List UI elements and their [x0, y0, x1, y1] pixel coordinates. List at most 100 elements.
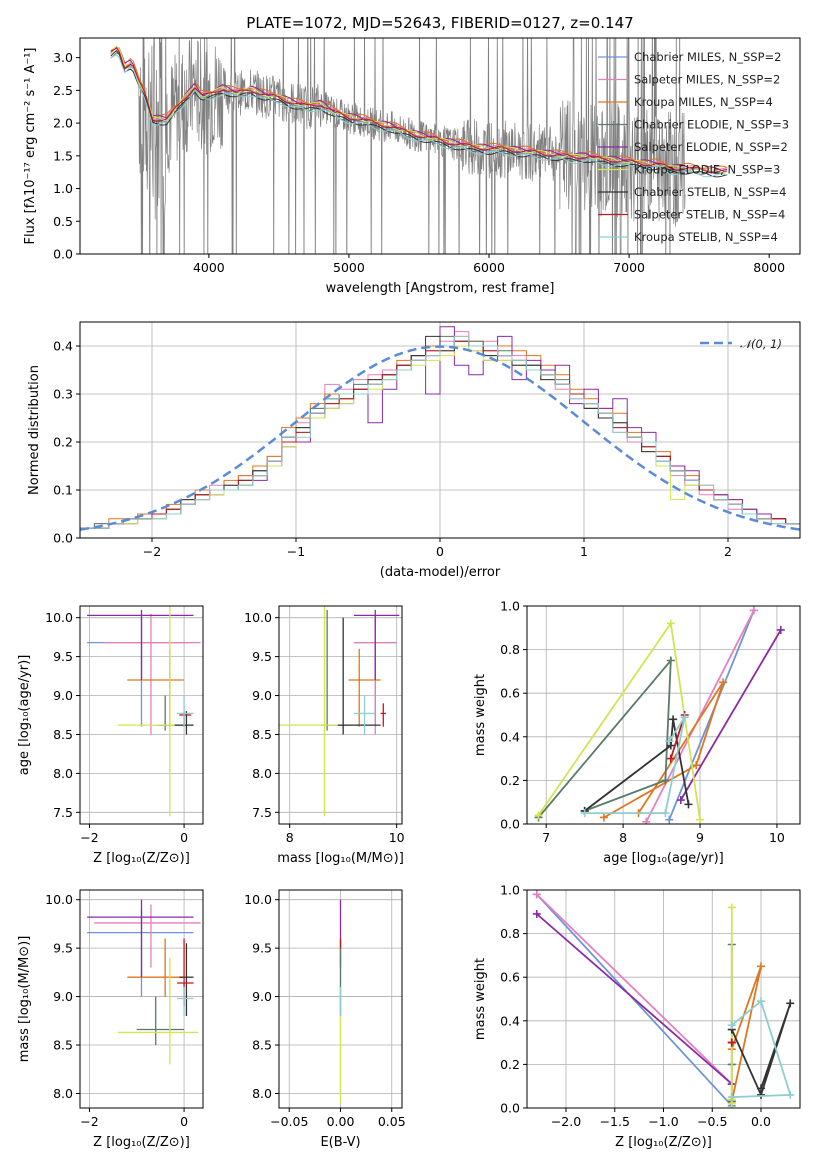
x-axis-label: wavelength [Angstrom, rest frame] — [326, 281, 555, 296]
y-tick-label: 0.4 — [53, 339, 73, 354]
y-tick-label: 0.6 — [500, 970, 520, 985]
y-tick-label: 1.0 — [500, 883, 520, 898]
weight-marker — [665, 815, 674, 824]
y-tick-label: 0.2 — [500, 773, 520, 788]
y-tick-label: 0.1 — [53, 483, 73, 498]
panel-spectrum: 4000 5000 6000 7000 8000 0.0 0.5 1.0 1.5 2.0 2.5 3.… — [23, 37, 801, 296]
weight-marker — [665, 737, 674, 746]
y-tick-label: 0.8 — [500, 642, 520, 657]
panel-mass-vs-EBV: −0.05 0.00 0.05 8.0 8.5 9.0 9.5 10.0 E(B-V) — [244, 889, 406, 1150]
plot-area-weight-vs-age — [527, 606, 800, 824]
x-axis-label: age [log₁₀(age/yr)] — [603, 851, 724, 866]
y-tick-label: 8.5 — [252, 1038, 272, 1053]
plot-area-age-vs-Z — [80, 606, 203, 824]
weight-marker — [580, 809, 589, 818]
y-tick-label: 0.8 — [500, 926, 520, 941]
y-tick-label: 0.4 — [500, 1013, 520, 1028]
weight-marker — [696, 815, 705, 824]
weight-line-9 — [584, 716, 686, 814]
y-tick-label: 10.0 — [45, 892, 73, 907]
x-tick-label: 0 — [180, 1114, 188, 1129]
y-tick-label: 10.0 — [244, 892, 272, 907]
y-tick-label: 7.5 — [252, 805, 272, 820]
legend-label-5: Salpeter ELODIE, N_SSP=2 — [634, 140, 788, 154]
model-line-6 — [110, 45, 728, 174]
y-tick-label: 0.0 — [500, 817, 520, 832]
frame-weight-vs-age — [526, 605, 801, 825]
x-axis-label: mass [log₁₀(M/M⊙)] — [277, 851, 404, 866]
y-tick-label: 7.5 — [53, 805, 73, 820]
y-axis-label: Normed distribution — [27, 365, 42, 495]
x-tick-label: −0.05 — [270, 1114, 308, 1129]
model-line-4 — [110, 52, 728, 176]
panel-weight-vs-Z: −2.0 −1.5 −1.0 −0.5 0.0 0.0 0.2 0.4 0.6 0.8 1.0 Z [… — [473, 883, 801, 1150]
x-tick-label: 0.00 — [327, 1114, 355, 1129]
weight-line-7 — [584, 719, 690, 812]
weight-marker — [642, 817, 651, 824]
x-tick-label: −2 — [80, 1114, 98, 1129]
weight-marker — [727, 903, 736, 912]
x-axis-label: Z [log₁₀(Z/Z⊙)] — [93, 851, 190, 866]
x-tick-label: 8 — [286, 830, 294, 845]
weight-marker — [666, 741, 675, 750]
frame-age-vs-mass — [278, 605, 403, 825]
weight-marker — [666, 656, 675, 665]
weight-marker — [692, 761, 701, 770]
frame-spectrum — [79, 37, 801, 255]
y-tick-label: 8.0 — [53, 766, 73, 781]
legend-label-6: Kroupa ELODIE, N_SSP=3 — [634, 163, 780, 177]
x-tick-label: 0 — [180, 830, 188, 845]
y-tick-label: 8.5 — [53, 1038, 73, 1053]
y-tick-label: 0.0 — [53, 247, 73, 262]
weight-marker — [786, 999, 795, 1008]
figure-title: PLATE=1072, MJD=52643, FIBERID=0127, z=0… — [246, 14, 633, 32]
y-tick-label: 9.0 — [53, 688, 73, 703]
y-tick-label: 1.5 — [53, 148, 73, 163]
panels: 4000 5000 6000 7000 80000.00.51.01.52.02.53.… — [17, 37, 801, 1150]
plot-area-mass-vs-Z — [80, 890, 203, 1108]
y-tick-label: 9.5 — [252, 941, 272, 956]
frame-residuals — [79, 321, 801, 539]
x-tick-label: 0.05 — [378, 1114, 406, 1129]
y-tick-label: 8.5 — [53, 727, 73, 742]
legend-label-9: Kroupa STELIB, N_SSP=4 — [634, 230, 778, 244]
y-tick-label: 9.0 — [252, 989, 272, 1004]
weight-marker — [727, 1093, 736, 1102]
weight-marker — [727, 1021, 736, 1030]
x-tick-label: 6000 — [473, 260, 505, 275]
y-tick-label: 8.0 — [53, 1086, 73, 1101]
model-line-8 — [110, 47, 728, 174]
x-tick-label: −1.5 — [600, 1114, 630, 1129]
legend-label-1: Chabrier MILES, N_SSP=2 — [634, 50, 781, 64]
y-axis-label: Flux [fλ10⁻¹⁷ erg cm⁻² s⁻¹ A⁻¹] — [23, 48, 38, 245]
weight-marker — [532, 909, 541, 918]
y-tick-label: 9.5 — [53, 649, 73, 664]
legend-label-3: Kroupa MILES, N_SSP=4 — [634, 95, 773, 109]
weight-line-3 — [603, 681, 724, 819]
x-tick-label: −2 — [80, 830, 98, 845]
weight-line-4 — [730, 966, 762, 1102]
x-axis-label: Z [log₁₀(Z/Z⊙)] — [615, 1135, 712, 1150]
x-tick-label: 7 — [542, 830, 550, 845]
x-tick-label: 9 — [696, 830, 704, 845]
y-axis-label: mass weight — [473, 674, 488, 756]
x-tick-label: 1 — [580, 544, 588, 559]
weight-line-4 — [537, 657, 672, 819]
y-tick-label: 9.0 — [252, 688, 272, 703]
histogram-9 — [80, 335, 800, 538]
weight-marker — [719, 678, 728, 687]
y-tick-label: 0.2 — [500, 1057, 520, 1072]
plot-area-age-vs-mass — [279, 606, 402, 824]
x-tick-label: −0.5 — [697, 1114, 727, 1129]
frame-weight-vs-Z — [526, 889, 801, 1109]
legend-label-7: Chabrier STELIB, N_SSP=4 — [634, 185, 786, 199]
x-tick-label: 0.0 — [751, 1114, 771, 1129]
y-tick-label: 8.0 — [252, 1086, 272, 1101]
x-tick-label: 2 — [724, 544, 732, 559]
legend-label-4: Chabrier ELODIE, N_SSP=3 — [634, 118, 789, 132]
y-tick-label: 0.3 — [53, 387, 73, 402]
weight-line-5 — [680, 629, 782, 801]
x-tick-label: 8000 — [753, 260, 785, 275]
weight-line-3 — [536, 913, 733, 1085]
